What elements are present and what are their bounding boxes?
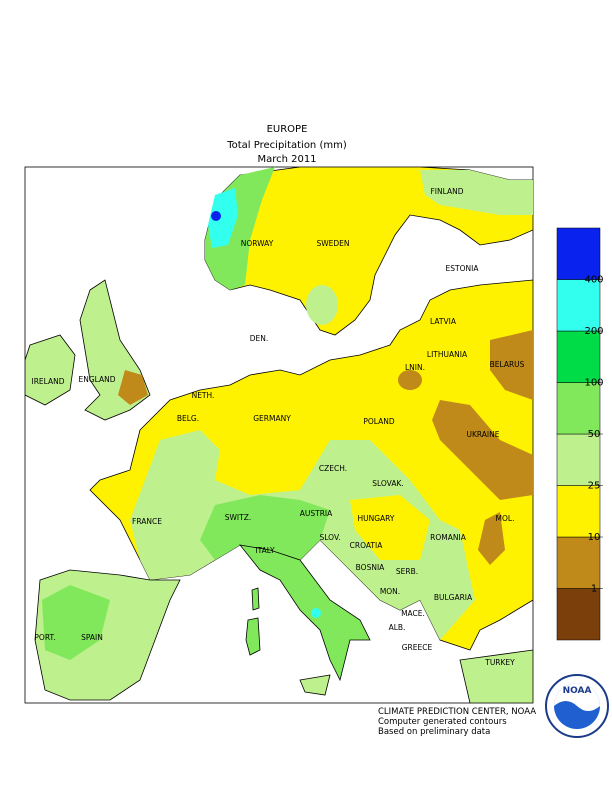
- legend-swatch: [556, 330, 601, 383]
- legend-tick-label: 1: [591, 584, 597, 595]
- country-label: ENGLAND: [78, 375, 115, 384]
- country-label: ROMANIA: [430, 533, 467, 542]
- zone-italy-wet: [311, 608, 321, 618]
- country-label: TURKEY: [484, 658, 515, 667]
- country-label: CROATIA: [350, 541, 384, 550]
- map-title: Total Precipitation (mm): [226, 140, 347, 151]
- zone-finland: [420, 170, 533, 215]
- zone-iberia-wet: [42, 585, 110, 660]
- country-label: UKRAINE: [466, 430, 499, 439]
- country-label: LITHUANIA: [427, 350, 468, 359]
- country-label: ESTONIA: [446, 264, 480, 273]
- land-ireland: [25, 334, 76, 406]
- land-turkey: [459, 649, 533, 703]
- country-label: BELARUS: [490, 360, 525, 369]
- country-label: SLOVAK.: [372, 479, 404, 488]
- country-label: NETH.: [192, 391, 215, 400]
- legend-tick-label: 25: [588, 481, 601, 492]
- country-label: BOSNIA: [356, 563, 385, 572]
- country-label: DEN.: [250, 334, 269, 343]
- legend-tick-label: 50: [588, 429, 601, 440]
- legend-swatch: [556, 382, 601, 435]
- footer-line: CLIMATE PREDICTION CENTER, NOAA: [378, 707, 536, 717]
- country-label: IRELAND: [31, 377, 64, 386]
- country-label: HUNGARY: [358, 514, 395, 523]
- legend-tick-label: 200: [584, 326, 603, 337]
- land-sicily: [299, 674, 331, 696]
- country-label: SWEDEN: [316, 239, 349, 248]
- country-label: SWITZ.: [225, 513, 252, 522]
- legend: 1 10 25 50 100 200 400: [556, 227, 604, 641]
- country-label: ITALY: [255, 546, 275, 555]
- zone-belarus: [490, 330, 533, 400]
- country-label: AUSTRIA: [300, 509, 333, 518]
- zone-moldova: [478, 512, 505, 565]
- period: March 2011: [257, 154, 316, 165]
- zone-ukraine: [432, 400, 533, 500]
- country-label: MACE.: [401, 609, 425, 618]
- noaa-logo: NOAA: [545, 674, 609, 738]
- zone-max: [211, 211, 221, 221]
- country-label: MON.: [380, 587, 400, 596]
- legend-swatch: [556, 279, 601, 332]
- country-label: MOL.: [496, 514, 515, 523]
- country-label: CZECH.: [319, 464, 347, 473]
- legend-tick-label: 400: [584, 275, 603, 286]
- zone-sweden: [306, 285, 338, 325]
- map: NORWAY SWEDEN FINLAND ESTONIA LATVIA LITHUANI…: [24, 166, 534, 704]
- zone-hungary: [350, 495, 430, 560]
- legend-tick-label: 100: [584, 378, 603, 389]
- country-label: SLOV.: [320, 533, 341, 542]
- country-label: POLAND: [363, 417, 395, 426]
- zone-poland-dry: [398, 370, 422, 390]
- zone-alps: [200, 495, 330, 560]
- legend-swatch: [556, 433, 601, 486]
- country-labels: NORWAY SWEDEN FINLAND ESTONIA LATVIA LITHUANI…: [31, 187, 524, 667]
- country-label: LATVIA: [430, 317, 457, 326]
- legend-tick-label: 10: [588, 532, 601, 543]
- land-italy: [239, 544, 371, 682]
- country-label: NORWAY: [241, 239, 274, 248]
- country-label: GREECE: [402, 643, 433, 652]
- footer-line: Computer generated contours: [378, 717, 507, 727]
- legend-swatch: [556, 536, 601, 589]
- country-label: FINLAND: [430, 187, 463, 196]
- country-label: PORT.: [34, 633, 55, 642]
- region-title: EUROPE: [267, 124, 308, 135]
- country-label: FRANCE: [132, 517, 162, 526]
- zone-norway-wet: [208, 188, 238, 248]
- country-label: BELG.: [177, 414, 199, 423]
- zone-england-dry: [118, 370, 148, 405]
- country-label: LNIN.: [405, 363, 425, 372]
- land-scandinavia: [204, 167, 533, 336]
- legend-swatch: [556, 227, 601, 280]
- legend-swatch: [556, 588, 601, 641]
- country-label: SPAIN: [81, 633, 103, 642]
- country-label: SERB.: [396, 567, 418, 576]
- footer-line: Based on preliminary data: [378, 727, 490, 737]
- land-corsica: [251, 587, 260, 611]
- country-label: BULGARIA: [434, 593, 473, 602]
- legend-swatch: [556, 485, 601, 538]
- country-label: GERMANY: [253, 414, 291, 423]
- logo-text: NOAA: [563, 686, 592, 696]
- land-sardinia: [245, 617, 261, 656]
- country-label: ALB.: [389, 623, 406, 632]
